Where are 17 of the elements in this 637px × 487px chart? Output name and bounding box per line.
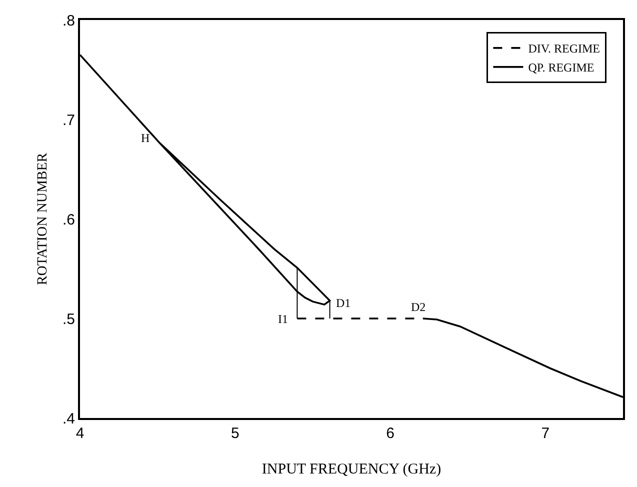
- y-tick-label: .7: [62, 112, 75, 129]
- annotation: I1: [278, 312, 288, 326]
- x-tick-label: 5: [230, 425, 240, 442]
- annotation: D2: [411, 300, 426, 314]
- y-tick-label: .8: [62, 12, 75, 30]
- y-tick-label: .6: [62, 211, 75, 228]
- y-axis-title: ROTATION NUMBER: [36, 152, 51, 286]
- legend-label: DIV. REGIME: [528, 42, 600, 56]
- x-tick-label: 4: [76, 425, 84, 442]
- y-tick-label: .5: [62, 310, 75, 328]
- annotation: H: [141, 131, 150, 145]
- annotation: D1: [336, 296, 351, 310]
- y-tick-label: .4: [62, 410, 75, 428]
- x-axis-title: INPUT FREQUENCY (GHz): [262, 462, 442, 478]
- x-tick-label: 6: [386, 425, 394, 442]
- x-tick-label: 7: [541, 425, 550, 442]
- legend-label: QP. REGIME: [528, 60, 594, 75]
